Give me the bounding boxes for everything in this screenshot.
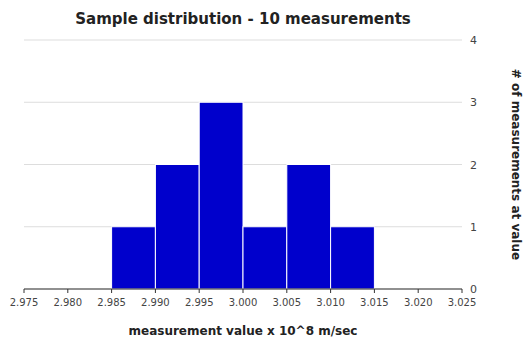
grid-line — [24, 40, 462, 41]
x-tick — [24, 289, 25, 293]
x-tick — [418, 289, 419, 293]
x-tick-label: 3.015 — [360, 297, 389, 308]
title: Sample distribution - 10 measurements — [75, 10, 411, 28]
chart: Sample distribution - 10 measurements 0 1 2… — [0, 0, 524, 347]
x-tick-label: 2.995 — [185, 297, 214, 308]
x-tick-label: 2.980 — [53, 297, 82, 308]
x-tick-label: 3.000 — [229, 297, 258, 308]
x-tick-label: 3.025 — [448, 297, 477, 308]
x-tick — [243, 289, 244, 293]
bar — [331, 227, 375, 289]
y-tick-label: 0 — [470, 283, 477, 296]
x-tick — [155, 289, 156, 293]
x-axis-label: measurement value x 10^8 m/sec — [129, 324, 358, 338]
y-tick-label: 2 — [470, 159, 477, 172]
x-tick-label: 2.975 — [10, 297, 39, 308]
y-tick-label: 4 — [470, 34, 477, 47]
x-tick-label: 3.005 — [272, 297, 301, 308]
bars — [112, 102, 375, 289]
x-tick-label: 3.020 — [404, 297, 433, 308]
grid — [24, 40, 462, 289]
bar — [112, 227, 156, 289]
x-tick-label: 2.990 — [141, 297, 170, 308]
x-tick — [374, 289, 375, 293]
y-tick-label: 3 — [470, 96, 477, 109]
x-tick-label: 3.010 — [316, 297, 345, 308]
x-tick-label: 2.985 — [97, 297, 126, 308]
x-tick — [330, 289, 331, 293]
bar — [243, 227, 287, 289]
x-tick — [286, 289, 287, 293]
x-tick — [111, 289, 112, 293]
x-tick — [462, 289, 463, 293]
y-axis-label: # of measurements at value — [509, 69, 523, 260]
bar — [155, 165, 199, 290]
bar — [287, 165, 331, 290]
y-tick-label: 1 — [470, 221, 477, 234]
x-tick — [199, 289, 200, 293]
bar — [199, 102, 243, 289]
x-tick — [67, 289, 68, 293]
